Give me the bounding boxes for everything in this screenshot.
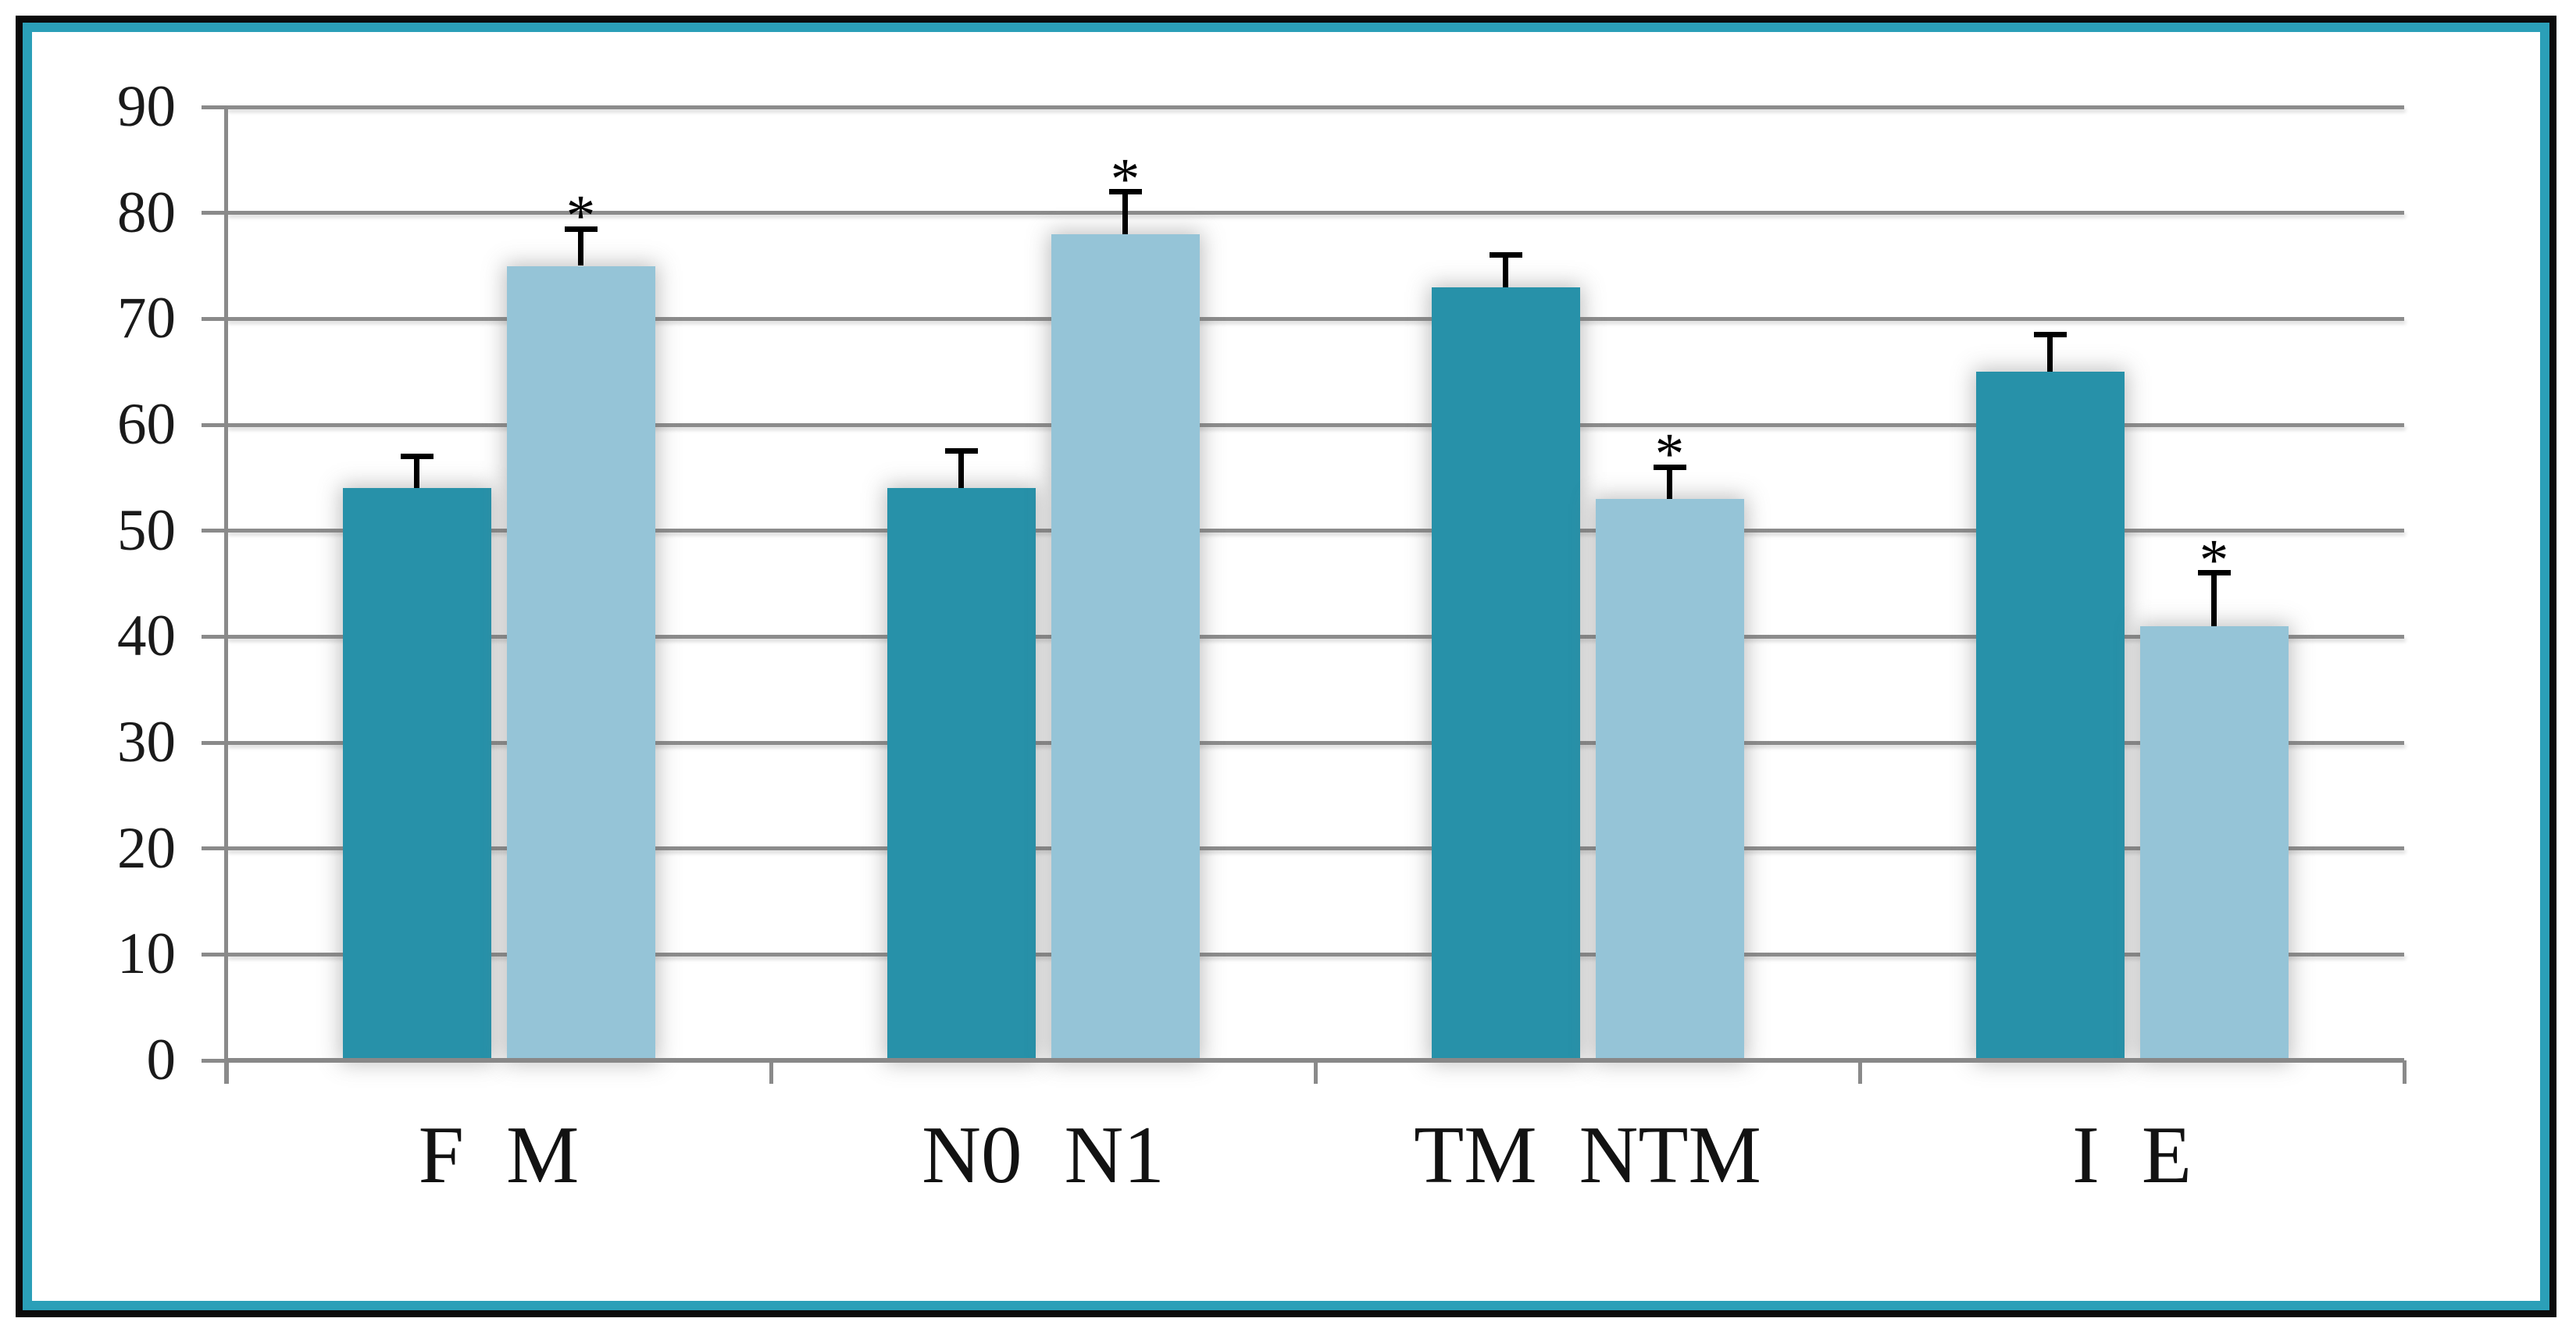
- error-bar-cap-F: [400, 454, 433, 460]
- x-axis-tick-2: [1313, 1060, 1318, 1084]
- gridline-70: [227, 316, 2404, 321]
- error-bar-F: [414, 456, 419, 489]
- y-tick-label-30: 30: [117, 710, 176, 775]
- y-tick-label-40: 40: [117, 604, 176, 669]
- y-axis-tick-70: [202, 316, 227, 321]
- gridline-20: [227, 846, 2404, 851]
- bar-NTM: [1595, 498, 1744, 1060]
- y-tick-label-90: 90: [117, 74, 176, 139]
- y-axis-tick-60: [202, 422, 227, 427]
- y-tick-label-50: 50: [117, 497, 176, 563]
- y-tick-label-60: 60: [117, 392, 176, 457]
- x-category-label-part-F: F: [418, 1109, 465, 1200]
- gridline-40: [227, 634, 2404, 639]
- y-tick-label-70: 70: [117, 286, 176, 351]
- x-category-label-part-I: I: [2071, 1109, 2100, 1200]
- y-tick-label-10: 10: [117, 921, 176, 987]
- significance-star-N1: *: [1110, 146, 1140, 212]
- bar-N0: [887, 488, 1036, 1060]
- y-axis-tick-30: [202, 740, 227, 745]
- y-tick-label-20: 20: [117, 815, 176, 881]
- x-category-label-2: TM NTM: [1414, 1112, 1761, 1198]
- error-bar-E: [2211, 572, 2217, 626]
- x-category-label-part-N1: N1: [1064, 1109, 1165, 1200]
- x-category-label-part-N0: N0: [922, 1109, 1022, 1200]
- error-bar-cap-TM: [1489, 252, 1522, 258]
- bar-I: [1975, 372, 2125, 1060]
- y-axis-tick-0: [202, 1058, 227, 1063]
- error-bar-I: [2047, 334, 2053, 372]
- y-axis-tick-90: [202, 105, 227, 109]
- y-axis-tick-20: [202, 846, 227, 851]
- x-axis-tick-1: [769, 1060, 773, 1084]
- error-bar-cap-N1: [1108, 189, 1142, 195]
- gridline-80: [227, 211, 2404, 216]
- bar-F: [342, 488, 491, 1060]
- bar-TM: [1431, 287, 1580, 1060]
- y-axis-tick-50: [202, 529, 227, 533]
- significance-star-E: *: [2199, 527, 2229, 593]
- significance-star-M: *: [566, 183, 596, 249]
- y-axis-tick-40: [202, 634, 227, 639]
- y-tick-label-0: 0: [146, 1028, 177, 1092]
- error-bar-cap-M: [564, 226, 598, 232]
- x-category-label-part-NTM: NTM: [1579, 1109, 1761, 1200]
- error-bar-N0: [958, 451, 964, 489]
- y-axis-tick-80: [202, 211, 227, 216]
- x-category-label-part-E: E: [2141, 1109, 2192, 1200]
- x-axis-tick-0: [224, 1060, 229, 1084]
- x-category-label-1: N0 N1: [922, 1112, 1165, 1198]
- error-bar-M: [578, 229, 583, 266]
- x-axis-tick-3: [1857, 1060, 1862, 1084]
- gridline-30: [227, 740, 2404, 745]
- gridline-50: [227, 529, 2404, 533]
- x-category-label-part-M: M: [506, 1109, 580, 1200]
- y-axis-line: [224, 107, 228, 1084]
- bar-N1: [1051, 233, 1200, 1060]
- bar-M: [506, 265, 655, 1060]
- x-axis-tick-4: [2402, 1060, 2407, 1084]
- significance-star-NTM: *: [1654, 422, 1685, 487]
- error-bar-N1: [1122, 191, 1128, 234]
- gridline-10: [227, 952, 2404, 957]
- error-bar-TM: [1503, 255, 1508, 287]
- error-bar-cap-I: [2033, 332, 2067, 338]
- error-bar-cap-N0: [944, 448, 978, 454]
- x-category-label-part-TM: TM: [1414, 1109, 1537, 1200]
- x-axis-line: [227, 1058, 2404, 1063]
- y-tick-label-80: 80: [117, 180, 176, 245]
- gridline-60: [227, 422, 2404, 427]
- gridline-90: [227, 105, 2404, 109]
- y-axis-tick-10: [202, 952, 227, 957]
- error-bar-cap-E: [2197, 570, 2231, 576]
- error-bar-NTM: [1667, 467, 1672, 499]
- bar-E: [2139, 625, 2289, 1060]
- error-bar-cap-NTM: [1653, 464, 1686, 470]
